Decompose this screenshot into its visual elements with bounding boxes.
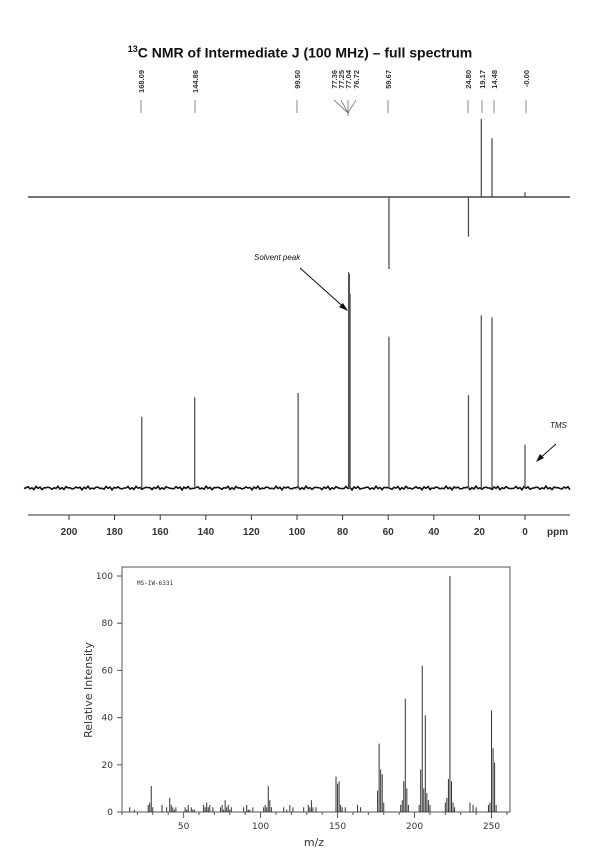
- ms-bars: [129, 576, 497, 812]
- ppm-tick-label: 60: [383, 527, 395, 538]
- ppm-tick-label: 120: [243, 527, 260, 538]
- ppm-tick-label: 160: [152, 527, 169, 538]
- nmr-peak-label: 77.04: [344, 69, 353, 89]
- nmr-peak-label: 76.72: [352, 70, 361, 89]
- ppm-tick-label: 140: [197, 527, 214, 538]
- ms-y-tick-label: 20: [102, 761, 114, 771]
- ppm-axis-label: ppm: [547, 527, 568, 538]
- ms-id-label: MS-IW-6331: [137, 580, 174, 587]
- dept-peaks: [388, 119, 526, 269]
- nmr-peak-label: 99.50: [293, 70, 302, 89]
- mass-spectrum-chart: MS-IW-6331 0 20 40 60 80 100 50 100 150 200 250 R…: [82, 566, 511, 849]
- nmr-title-text: C NMR of Intermediate J (100 MHz) – full…: [137, 44, 473, 61]
- ppm-tick-label: 0: [522, 527, 528, 538]
- nmr-peak-label: -0.00: [522, 70, 531, 87]
- nmr-peak-label: 14.48: [490, 70, 499, 89]
- ms-x-tick-label: 150: [329, 822, 346, 832]
- nmr-peak-label: 59.67: [384, 70, 393, 89]
- nmr-peak-label: 168.09: [137, 70, 146, 93]
- ms-x-tick-label: 200: [406, 822, 423, 832]
- ms-x-axis-label: m/z: [304, 836, 324, 849]
- tms-arrowhead: [536, 454, 544, 462]
- ms-plot-frame: [121, 566, 511, 813]
- ms-y-tick-label: 60: [102, 666, 114, 676]
- nmr-title: 13C NMR of Intermediate J (100 MHz) – fu…: [0, 44, 600, 61]
- ms-y-axis: 0 20 40 60 80 100: [96, 572, 122, 818]
- ms-y-tick-label: 100: [96, 572, 113, 582]
- ppm-tick-label: 20: [474, 527, 486, 538]
- tms-annotation: TMS: [550, 421, 568, 430]
- nmr-peak-label: 77.25: [337, 70, 346, 89]
- c13-baseline: [23, 484, 571, 492]
- nmr-peak-label: 24.80: [464, 70, 473, 89]
- ppm-tick-label: 180: [106, 527, 123, 538]
- ms-y-tick-label: 40: [102, 714, 114, 724]
- nmr-peak-label: 77.36: [330, 70, 339, 89]
- solvent-arrowhead: [339, 303, 348, 311]
- ms-x-axis: 50 100 150 200 250: [121, 812, 508, 832]
- ppm-axis: 200 180 160 140 120 100 80 60 40 20 0: [61, 515, 528, 538]
- nmr-peak-leader: [340, 99, 349, 114]
- nmr-peak-label: 144.86: [191, 70, 200, 93]
- ppm-tick-label: 100: [289, 527, 306, 538]
- ms-x-tick-label: 250: [483, 822, 500, 832]
- ms-y-axis-label: Relative Intensity: [82, 642, 95, 738]
- nmr-peak-leader: [333, 99, 349, 114]
- ppm-tick-label: 40: [428, 527, 440, 538]
- ms-x-tick-label: 50: [178, 822, 190, 832]
- solvent-annotation: Solvent peak: [254, 253, 301, 262]
- ms-x-tick-label: 100: [252, 822, 269, 832]
- nmr-peak-leader: [347, 99, 357, 114]
- nmr-title-isotope: 13: [127, 44, 138, 54]
- c13-peaks: [141, 272, 526, 488]
- ppm-tick-label: 200: [61, 527, 78, 538]
- nmr-peak-label: 19.17: [478, 70, 487, 89]
- solvent-arrow: [299, 267, 348, 311]
- ppm-tick-label: 80: [337, 527, 349, 538]
- ms-y-tick-label: 80: [102, 619, 114, 629]
- ms-y-tick-label: 0: [107, 808, 113, 818]
